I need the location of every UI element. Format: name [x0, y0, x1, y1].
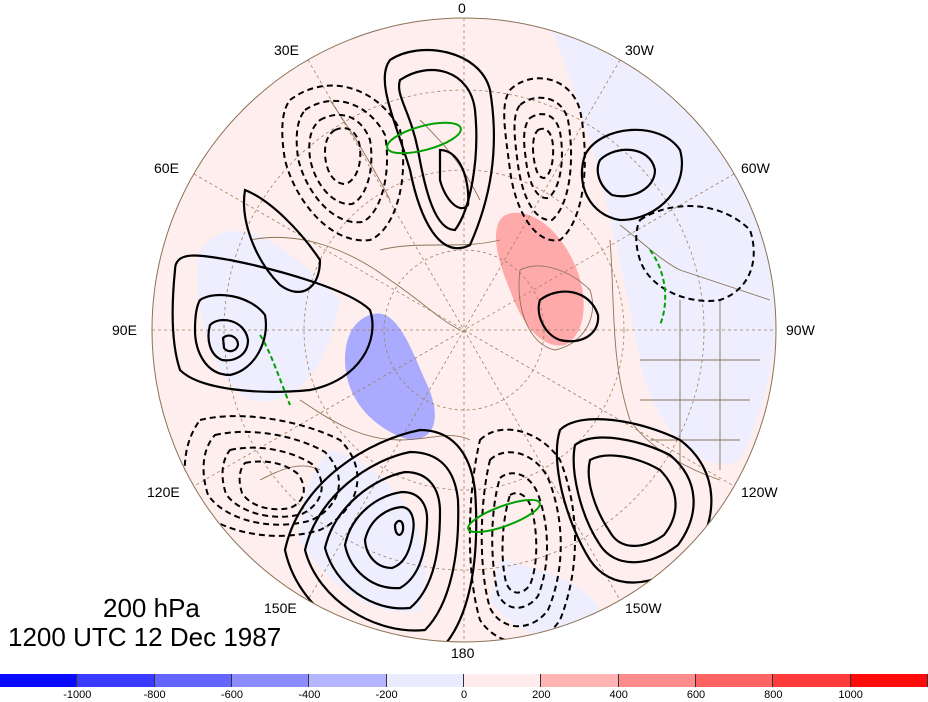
lon-label-90e: 90E — [112, 322, 137, 338]
graticule — [152, 18, 776, 642]
lon-label-30e: 30E — [274, 42, 299, 58]
colorbar-box — [309, 674, 387, 687]
colorbar: -1000 -800 -600 -400 -200 0 200 400 600 800 1000 — [0, 674, 928, 702]
lon-label-150w: 150W — [625, 600, 662, 616]
lon-label-60w: 60W — [741, 160, 770, 176]
colorbar-box — [464, 674, 542, 687]
lon-label-90w: 90W — [786, 322, 815, 338]
colorbar-tick-label: -200 — [375, 689, 398, 701]
colorbar-box — [154, 674, 232, 687]
positive-contours — [171, 48, 713, 642]
map-border — [151, 17, 777, 643]
colorbar-tick-label: -600 — [220, 689, 244, 701]
lon-label-120w: 120W — [741, 484, 778, 500]
contour-europe-high — [580, 128, 683, 222]
lon-label-120e: 120E — [147, 484, 180, 500]
green-contour-south — [467, 498, 541, 534]
green-contour-north — [386, 121, 462, 155]
colorbar-box — [850, 674, 928, 687]
lon-label-60e: 60E — [154, 160, 179, 176]
colorbar-tick-label: -400 — [298, 689, 321, 701]
contour-scandinavia-low — [281, 84, 405, 242]
colorbar-box — [232, 674, 310, 687]
lon-label-150e: 150E — [264, 600, 297, 616]
contour-arctic-high — [537, 290, 600, 343]
lon-label-30w: 30W — [625, 42, 654, 58]
colorbar-box — [773, 674, 851, 687]
contour-atlantic-low — [503, 77, 586, 242]
contour-hudson-low — [635, 205, 755, 302]
colorbar-tick-label: -800 — [143, 689, 166, 701]
colorbar-box — [0, 674, 78, 687]
colorbar-tick-label: 400 — [609, 689, 628, 701]
colorbar-tick-label: 200 — [532, 689, 551, 701]
blue-anomaly — [345, 313, 435, 440]
lon-label-0: 0 — [458, 0, 466, 16]
colorbar-tick-label: 0 — [460, 689, 468, 701]
colorbar-box — [618, 674, 696, 687]
colorbar-box — [696, 674, 774, 687]
colorbar-tick-label: -1000 — [63, 689, 92, 701]
negative-contours — [183, 77, 755, 642]
lon-label-180: 180 — [451, 645, 475, 661]
contour-siberia-high — [171, 254, 374, 393]
colorbar-tick-label: 600 — [686, 689, 706, 701]
contour-pacific-low — [468, 428, 576, 642]
green-contours — [259, 121, 667, 534]
red-anomaly — [495, 212, 584, 346]
colorbar-box — [386, 674, 464, 687]
contour-atlantic-high — [383, 48, 495, 250]
pressure-level-caption: 200 hPa — [103, 593, 200, 623]
colorbar-tick-label: 1000 — [838, 689, 863, 701]
colorbar-box — [541, 674, 619, 687]
valid-time-caption: 1200 UTC 12 Dec 1987 — [8, 622, 282, 652]
colorbar-tick-label: 800 — [764, 689, 783, 701]
colorbar-box — [77, 674, 155, 687]
